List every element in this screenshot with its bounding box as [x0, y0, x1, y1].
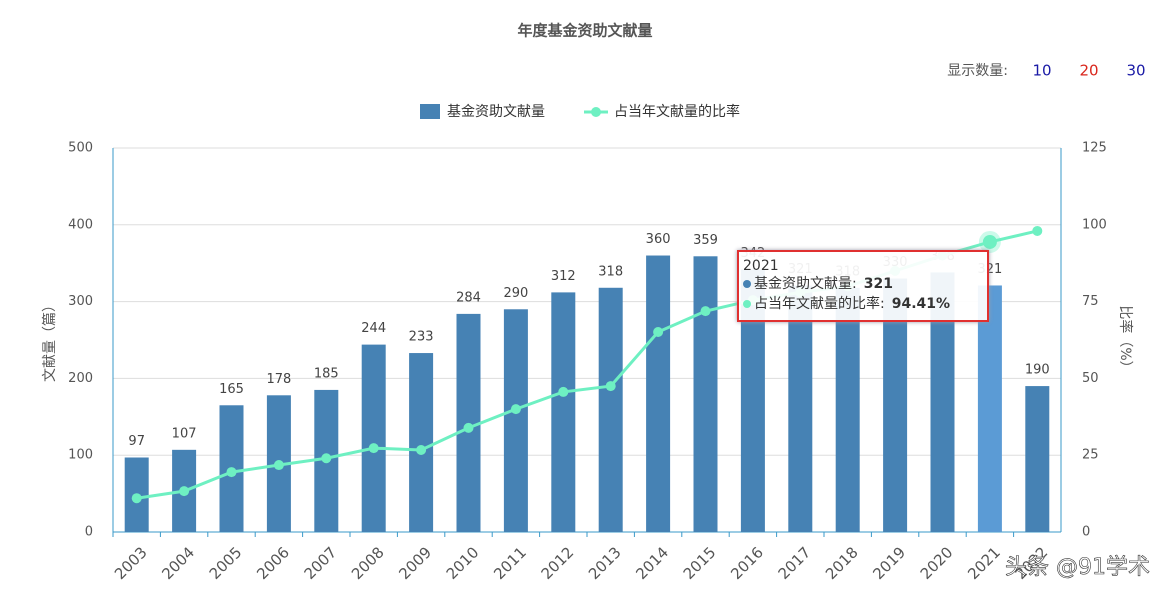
data-label: 312 [551, 269, 576, 284]
bar [977, 285, 1002, 532]
point [558, 386, 569, 397]
point [416, 444, 427, 455]
y-tick-label: 200 [68, 371, 93, 386]
x-tick-label: 2009 [395, 543, 435, 583]
x-tick-label: 2011 [490, 543, 530, 583]
y-tick-label: 100 [68, 448, 93, 463]
x-tick-label: 2003 [111, 543, 151, 583]
tooltip-row: 占当年文献量的比率: 94.41% [743, 294, 983, 314]
tooltip-dot [743, 280, 751, 288]
tooltip-category: 2021 [743, 258, 779, 274]
x-tick-label: 2015 [680, 543, 720, 583]
chart-title: 年度基金资助文献量 [517, 22, 652, 40]
point [368, 443, 379, 454]
x-tick-label: 2006 [253, 543, 293, 583]
data-label: 244 [361, 321, 386, 336]
tooltip-label: 占当年文献量的比率: [754, 296, 885, 312]
point [653, 327, 664, 338]
x-tick-label: 2005 [206, 543, 246, 583]
tooltip: 2021 基金资助文献量: 321 占当年文献量的比率: 94.41% [737, 250, 989, 322]
bar [693, 256, 718, 532]
x-tick-label: 2017 [775, 543, 815, 583]
y-tick-label: 300 [68, 294, 93, 309]
data-label: 360 [646, 232, 671, 247]
data-label: 290 [503, 286, 528, 301]
y2-tick-label: 50 [1082, 371, 1099, 386]
x-tick-label: 2019 [869, 543, 909, 583]
legend-label: 基金资助文献量 [447, 103, 545, 120]
point [463, 422, 474, 433]
bar [1025, 386, 1050, 532]
point [131, 493, 142, 504]
data-label: 190 [1025, 363, 1050, 378]
x-tick-label: 2012 [538, 543, 578, 583]
data-label: 178 [266, 372, 291, 387]
point [982, 234, 997, 249]
controls-label: 显示数量: [947, 63, 1008, 79]
data-label: 318 [598, 264, 623, 279]
y2-tick-label: 75 [1082, 294, 1099, 309]
x-tick-label: 2016 [727, 543, 767, 583]
point [321, 453, 332, 464]
y-tick-label: 0 [85, 525, 93, 540]
point [273, 460, 284, 471]
point [510, 404, 521, 415]
tooltip-dot [743, 300, 751, 308]
data-label: 107 [172, 426, 197, 441]
watermark: 头条 @91学术 [1005, 555, 1150, 580]
point [179, 486, 190, 497]
bar [409, 353, 434, 532]
x-tick-label: 2008 [348, 543, 388, 583]
bar [551, 292, 576, 532]
point [226, 467, 237, 478]
x-tick-label: 2020 [917, 543, 957, 583]
bar [788, 285, 813, 532]
data-label: 233 [409, 330, 434, 345]
y2-axis-title: 比率（%） [1117, 305, 1134, 374]
legend-swatch [420, 104, 440, 119]
x-tick-label: 2018 [822, 543, 862, 583]
y-tick-label: 500 [68, 141, 93, 156]
data-label: 165 [219, 382, 244, 397]
x-tick-label: 2010 [443, 543, 483, 583]
data-label: 97 [128, 434, 145, 449]
y2-tick-label: 25 [1082, 448, 1099, 463]
y-tick-label: 400 [68, 217, 93, 232]
bar [598, 287, 623, 532]
x-tick-label: 2004 [158, 543, 198, 583]
point [1032, 225, 1043, 236]
y2-tick-label: 0 [1082, 525, 1090, 540]
x-tick-label: 2021 [964, 543, 1004, 583]
point [700, 306, 711, 317]
data-label: 359 [693, 233, 718, 248]
bar [835, 287, 860, 532]
x-tick-label: 2007 [301, 543, 341, 583]
y2-tick-label: 100 [1082, 217, 1107, 232]
legend-label: 占当年文献量的比率 [614, 103, 740, 120]
data-label: 185 [314, 366, 339, 381]
legend-swatch [591, 107, 601, 117]
tooltip-row: 基金资助文献量: 321 [743, 274, 983, 294]
count-option[interactable]: 10 [1032, 62, 1051, 80]
x-tick-label: 2013 [585, 543, 625, 583]
y-axis-title: 文献量（篇） [42, 298, 58, 382]
data-label: 284 [456, 290, 481, 305]
bar [361, 344, 386, 532]
tooltip-value: 321 [863, 276, 893, 292]
y2-tick-label: 125 [1082, 141, 1107, 156]
x-tick-label: 2014 [632, 543, 672, 583]
tooltip-value: 94.41% [891, 296, 951, 312]
count-option[interactable]: 30 [1126, 62, 1145, 80]
point [605, 381, 616, 392]
bar [646, 255, 671, 532]
count-option[interactable]: 20 [1079, 62, 1098, 80]
bar [503, 309, 528, 532]
tooltip-label: 基金资助文献量: [754, 276, 857, 292]
